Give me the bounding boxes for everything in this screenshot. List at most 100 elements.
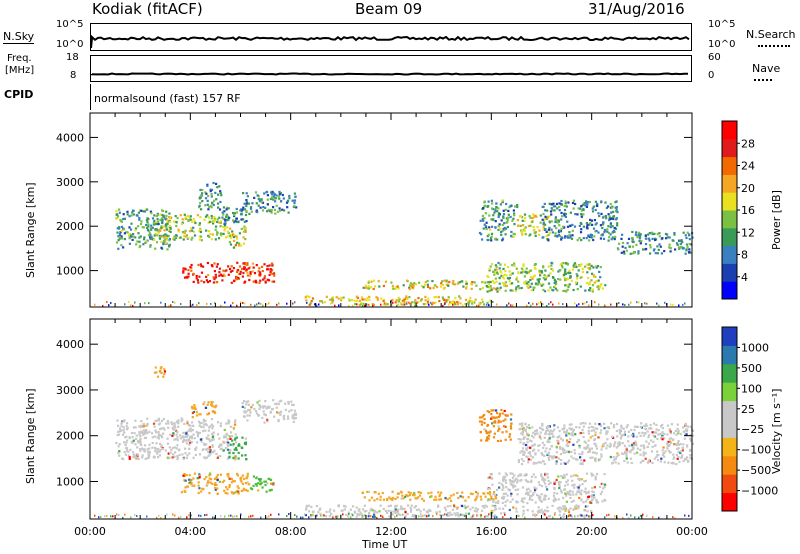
power-cell-r11 [539,221,542,224]
power-cell-r6 [261,269,264,273]
power-cell-r9 [526,282,529,285]
velocity-cell-r0 [157,431,160,434]
velocity-cell-r6 [447,511,450,515]
velocity-cell-r6 [498,507,501,510]
velocity-cell-r6 [556,507,559,510]
velocity-cell-r7 [584,500,588,503]
velocity-cell-r0 [140,443,143,447]
power-cell-r5 [237,244,241,247]
power-colorbar-tick-label: 16 [741,204,755,217]
velocity-cell-r0 [117,452,120,455]
power-ground-cell [530,304,532,307]
velocity-cell-r0 [136,456,139,459]
velocity-cell-r9 [659,460,662,463]
velocity-cell-r2 [240,446,243,449]
velocity-cell-r9 [567,450,570,453]
velocity-cell-r8 [483,421,486,425]
power-cell-r10 [502,215,505,218]
velocity-cell-r9 [666,433,669,436]
power-cell-r1 [213,220,216,223]
velocity-cell-r6 [568,513,571,517]
power-cell-r9 [592,274,595,277]
velocity-ground-cell [94,514,96,517]
power-ground-cell [230,304,232,307]
velocity-cell-r0 [157,448,160,451]
power-cell-r1 [207,221,210,224]
power-cell-r9 [517,271,520,274]
velocity-cell-r2 [234,456,237,459]
power-cell-r9 [527,284,530,287]
power-cell-r0 [138,236,141,239]
velocity-cell-r3 [183,479,186,482]
velocity-cell-r6 [512,506,515,509]
power-cell-r3 [206,183,209,186]
velocity-ground-cell [374,515,376,518]
velocity-colorbar-segment [722,437,737,457]
velocity-cell-r2 [232,452,235,455]
power-cell-r9 [562,262,565,265]
velocity-cell-r5 [430,491,433,494]
power-cell-r12 [614,227,618,230]
velocity-cell-r0 [172,453,175,456]
velocity-cell-r9 [632,432,635,435]
power-cell-r0 [135,243,138,246]
power-ground-cell [108,304,110,307]
velocity-cell-r6 [363,510,366,513]
power-cell-r0 [134,229,137,232]
power-cell-r12 [612,210,615,213]
velocity-cell-r0 [155,431,158,434]
power-cell-r12 [591,223,594,226]
velocity-cell-r9 [661,427,664,430]
power-cell-r13 [625,249,628,252]
velocity-cell-r9 [625,455,628,458]
power-cell-r1 [185,234,188,237]
power-cell-r8 [366,297,369,300]
noise-left-label: N.Sky [3,30,35,44]
velocity-cell-r8 [481,420,484,423]
power-cell-r9 [601,287,604,290]
velocity-cell-r0 [205,456,208,459]
velocity-cell-r9 [672,461,675,464]
velocity-cell-r4 [254,483,257,486]
power-cell-r1 [198,222,201,225]
velocity-cell-r7 [595,500,598,503]
velocity-cell-r0 [139,437,142,441]
power-cell-r0 [132,209,135,212]
power-cell-r4 [268,210,271,213]
velocity-cell-r6 [358,513,361,516]
power-cell-r4 [267,208,270,211]
velocity-cell-r0 [182,436,185,439]
power-cell-r12 [558,209,561,212]
velocity-cell-r1 [280,399,283,402]
power-cell-r11 [523,219,526,222]
velocity-cell-r1 [255,412,259,415]
power-cell-r6 [268,273,271,277]
power-cell-r7 [382,284,385,288]
velocity-cell-r6 [567,510,571,514]
velocity-cell-r0 [187,429,190,432]
power-cell-r4 [270,211,273,214]
velocity-cell-r0 [231,435,234,438]
power-ground-cell [550,301,552,304]
power-cell-r13 [658,243,661,246]
power-cell-r6 [203,281,206,284]
power-ground-cell [462,304,464,307]
velocity-cell-r9 [687,425,690,428]
velocity-cell-r5 [391,490,394,493]
velocity-cell-r0 [171,423,174,426]
velocity-xtick-label: 20:00 [576,525,608,538]
velocity-cell-r3 [243,477,246,481]
power-cell-r13 [648,232,651,235]
velocity-cell-r6 [542,512,545,515]
velocity-cell-r0 [211,445,214,448]
velocity-cell-r0 [188,447,191,450]
velocity-cell-r0 [148,447,151,450]
velocity-cell-r9 [609,455,612,459]
velocity-cell-r6 [574,507,578,510]
velocity-cell-r1 [241,402,244,405]
velocity-cell-r6 [469,508,472,511]
velocity-cell-r9 [663,433,666,436]
velocity-cell-r0 [192,456,195,459]
velocity-cell-r7 [528,498,531,501]
power-cell-r0 [120,244,123,247]
